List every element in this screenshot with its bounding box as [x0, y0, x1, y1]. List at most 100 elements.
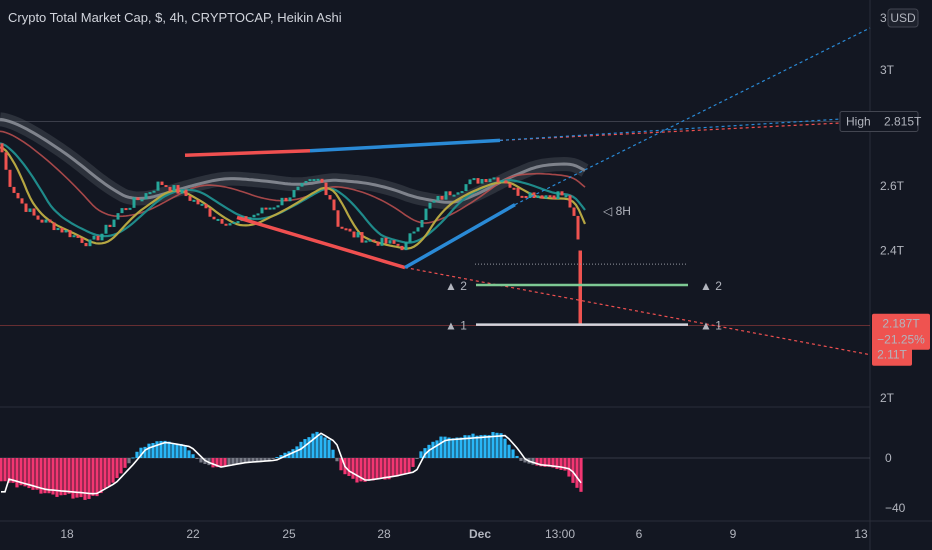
- candle: [352, 231, 356, 238]
- candle: [408, 233, 412, 243]
- osc-bar: [259, 458, 263, 462]
- candle: [264, 207, 268, 210]
- resistance-red: [184, 149, 311, 157]
- candle: [504, 180, 508, 184]
- candle: [232, 221, 236, 224]
- candle: [524, 196, 528, 199]
- candle: [220, 218, 224, 224]
- osc-bar: [15, 458, 19, 488]
- candle: [332, 199, 336, 211]
- osc-bar: [103, 458, 107, 489]
- osc-bar: [555, 458, 559, 470]
- osc-bar: [207, 458, 211, 466]
- candle: [520, 195, 524, 198]
- candle: [52, 222, 56, 231]
- osc-bar: [435, 440, 439, 458]
- candle: [472, 178, 476, 181]
- candle: [140, 199, 144, 202]
- candle: [440, 195, 444, 200]
- osc-bar: [307, 437, 311, 458]
- osc-bar: [447, 437, 451, 458]
- candle: [156, 181, 160, 191]
- candle: [36, 215, 40, 220]
- osc-bar: [271, 458, 275, 460]
- candle: [188, 196, 192, 201]
- osc-bar: [195, 458, 199, 459]
- candle: [312, 179, 316, 182]
- candle: [328, 195, 332, 200]
- osc-bar: [11, 458, 15, 483]
- candle: [528, 192, 532, 199]
- osc-bar: [99, 458, 103, 494]
- osc-bar: [499, 433, 503, 458]
- osc-bar: [403, 458, 407, 474]
- candle: [276, 205, 280, 208]
- osc-bar: [211, 458, 215, 468]
- osc-bar: [439, 436, 443, 458]
- candle: [508, 183, 512, 188]
- osc-bar: [391, 458, 395, 476]
- candle: [360, 232, 364, 243]
- candle: [340, 226, 344, 229]
- candle: [304, 181, 308, 184]
- candle: [60, 227, 64, 233]
- candle: [544, 195, 548, 199]
- osc-bar: [323, 437, 327, 458]
- candle: [496, 177, 500, 183]
- x-tick-label-3: 28: [377, 527, 391, 541]
- candle: [320, 178, 324, 183]
- osc-bar: [347, 458, 351, 477]
- osc-bar: [275, 456, 279, 458]
- candle: [108, 224, 112, 228]
- osc-bar: [471, 433, 475, 458]
- osc-bar: [335, 458, 339, 462]
- osc-bar: [43, 458, 47, 494]
- candle: [412, 231, 416, 234]
- osc-bar: [151, 443, 155, 458]
- osc-bar: [7, 458, 11, 483]
- osc-bar: [395, 458, 399, 477]
- candle: [204, 203, 208, 209]
- osc-bar: [95, 458, 99, 497]
- candle: [236, 221, 240, 224]
- osc-bar: [367, 458, 371, 481]
- candle: [308, 179, 312, 182]
- osc-bar: [399, 458, 403, 475]
- osc-bar: [299, 441, 303, 458]
- candle: [12, 186, 16, 193]
- osc-bar: [451, 438, 455, 458]
- candle: [356, 232, 360, 238]
- y-tick-label-1: 3T: [880, 63, 895, 77]
- osc-bar: [227, 458, 231, 466]
- candle: [552, 195, 556, 199]
- osc-bar: [279, 455, 283, 458]
- osc-bar: [263, 458, 267, 462]
- level-label-right-1: ▲ 1: [700, 319, 722, 333]
- osc-bar: [563, 458, 567, 471]
- ribbon-band: [0, 112, 589, 210]
- osc-bar: [431, 441, 435, 458]
- osc-bar: [231, 458, 235, 464]
- osc-bar: [123, 458, 127, 468]
- osc-bar: [243, 458, 247, 463]
- osc-bar: [187, 450, 191, 458]
- osc-bar: [115, 458, 119, 479]
- osc-bar: [519, 458, 523, 461]
- osc-bar: [511, 449, 515, 458]
- osc-bar: [111, 458, 115, 483]
- osc-bar: [159, 440, 163, 458]
- osc-bar: [107, 458, 111, 487]
- osc-bar: [127, 458, 131, 464]
- candle: [104, 224, 108, 234]
- osc-bar: [223, 458, 227, 467]
- osc-bar: [539, 458, 543, 467]
- osc-bar: [491, 432, 495, 458]
- x-tick-label-8: 13: [854, 527, 868, 541]
- osc-bar: [139, 447, 143, 458]
- osc-bar: [163, 440, 167, 458]
- osc-bar: [79, 458, 83, 498]
- candle: [144, 193, 148, 200]
- osc-bar: [371, 458, 375, 481]
- osc-bar: [0, 458, 3, 482]
